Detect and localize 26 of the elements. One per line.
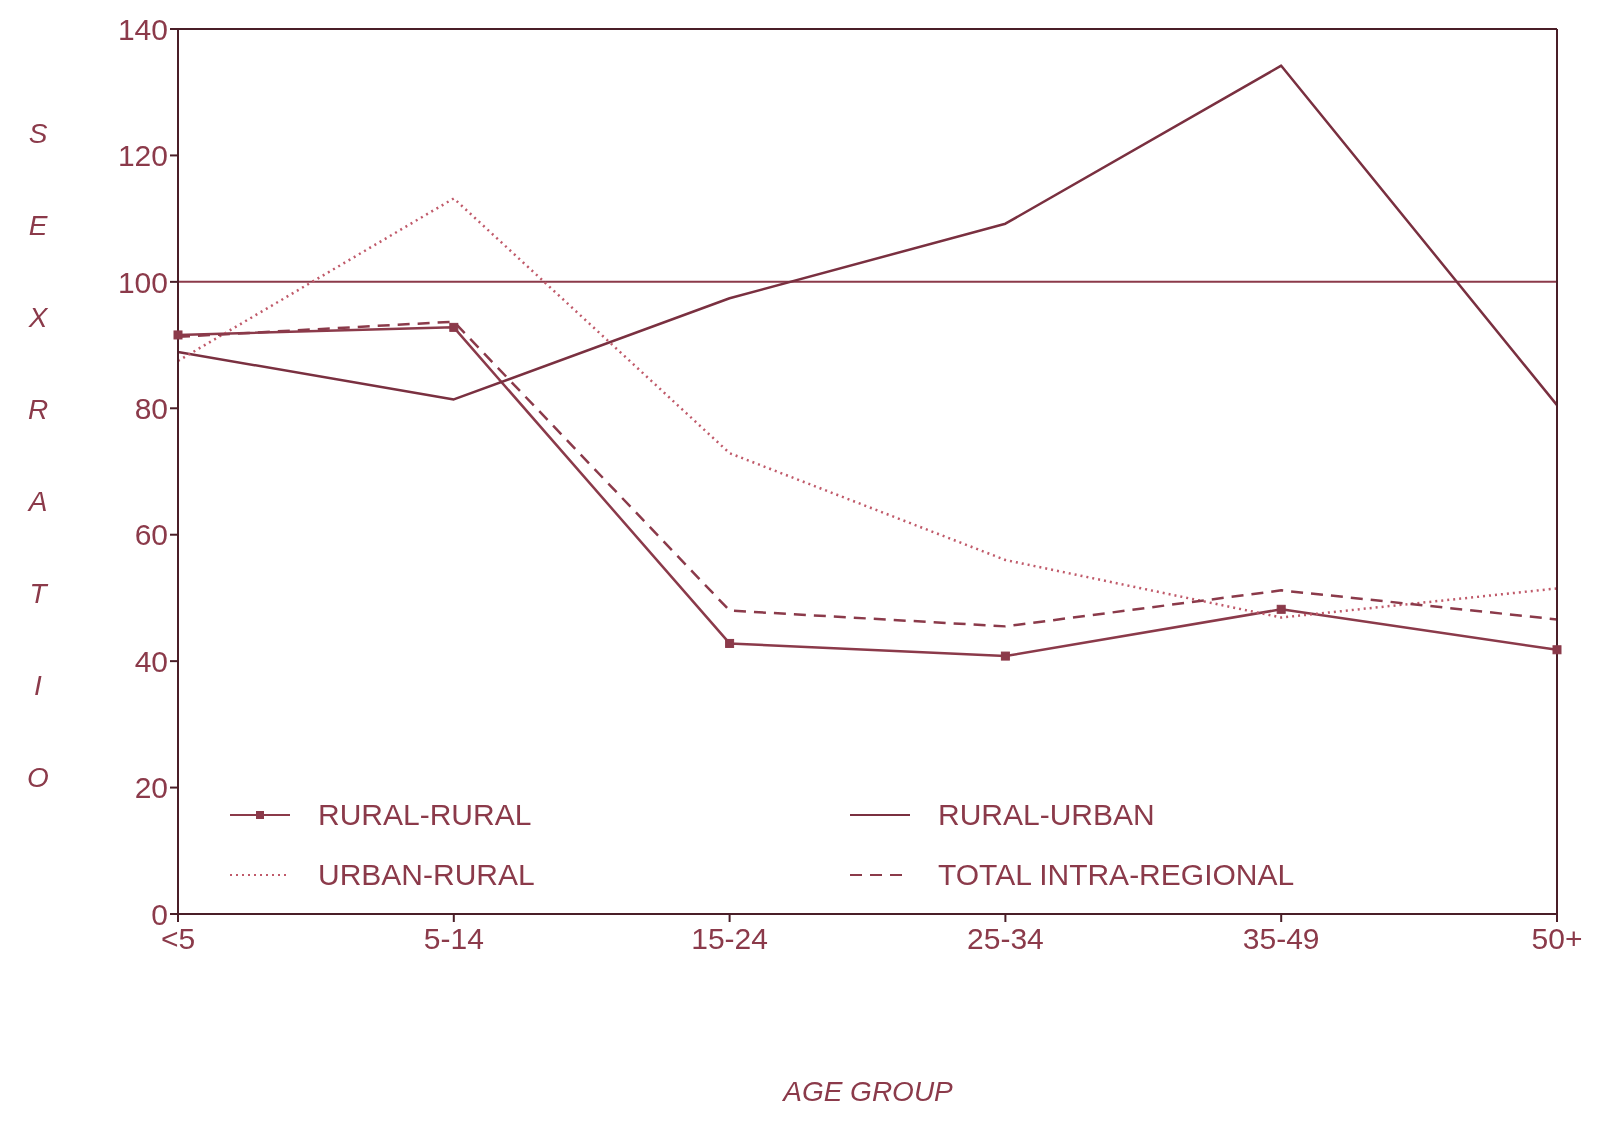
x-tick-label: 35-49 [1242,922,1320,956]
x-tick-label: 5-14 [423,922,484,956]
point [1552,645,1562,655]
y-tick-label: 20 [134,771,168,805]
legend-label: RURAL-URBAN [938,798,1155,832]
point [449,322,459,332]
y-tick-label: 80 [134,391,168,425]
x-tick-label: 25-34 [967,922,1044,956]
text: SEX RATIO [27,118,49,793]
point [1276,604,1286,614]
y-tick-label: 40 [134,644,168,678]
line-series [176,197,1559,619]
y-tick-label: 120 [117,139,168,173]
y-tick-label: 60 [134,518,168,552]
point [173,330,183,340]
line-series [176,64,1559,407]
point [1000,651,1010,661]
x-tick-label: 15-24 [691,922,768,956]
legend-label: TOTAL INTRA-REGIONAL [938,858,1295,892]
x-tick-label: 50+ [1531,922,1583,956]
y-tick-label: 140 [117,12,168,46]
point [725,638,735,648]
legend-label: URBAN-RURAL [318,858,535,892]
legend-label: RURAL-RURAL [318,798,532,832]
y-tick-label: 100 [117,265,168,299]
x-axis-title: AGE GROUP [781,1076,954,1108]
